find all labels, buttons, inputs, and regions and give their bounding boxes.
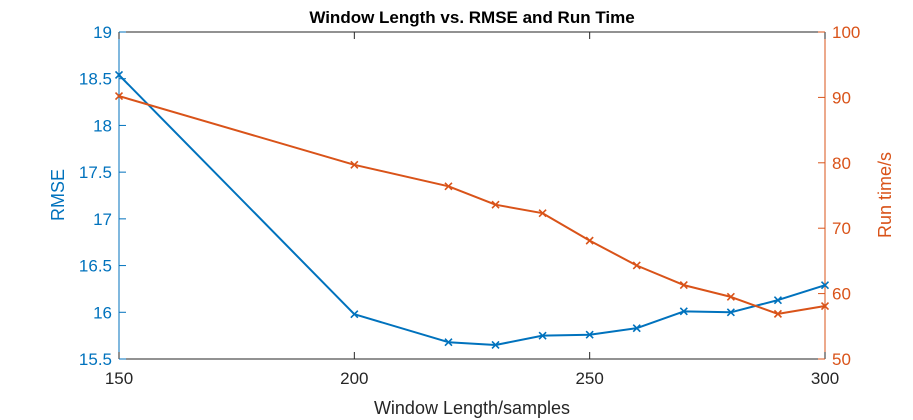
x-tick-label: 150 (105, 369, 133, 388)
y-right-tick-label: 100 (832, 23, 860, 42)
series-2-point (679, 281, 688, 290)
series-1-point (679, 307, 688, 316)
y-right-tick-label: 80 (832, 154, 851, 173)
plot-area: 150 200 250 300 15.5 16 16.5 17 17.5 18 18.5 19 50 60… (79, 23, 860, 388)
y-right-tick-label: 60 (832, 285, 851, 304)
series-2-point (350, 160, 359, 169)
x-tick-label: 250 (575, 369, 603, 388)
y-left-tick-label: 16.5 (79, 257, 112, 276)
y-left-tick-label: 17 (93, 210, 112, 229)
y-left-tick-label: 18 (93, 116, 112, 135)
y-left-tick-label: 17.5 (79, 163, 112, 182)
series-2-point (632, 261, 641, 270)
series-2-point (114, 92, 124, 101)
series-2-point (538, 209, 547, 218)
y-right-tick-label: 90 (832, 88, 851, 107)
y-left-tick-label: 19 (93, 23, 112, 42)
series-1-point (726, 308, 735, 317)
y-right-tick-label: 50 (832, 350, 851, 369)
y-left-tick-label: 18.5 (79, 70, 112, 89)
y-left-tick-label: 16 (93, 303, 112, 322)
x-tick-label: 300 (811, 369, 839, 388)
series-1-point (444, 338, 453, 347)
series-1-point (773, 296, 782, 305)
series-1-point (632, 324, 641, 333)
y-axis-right-label: Run time/s (875, 152, 895, 238)
series-1-point (350, 310, 359, 319)
series-2-point (773, 309, 782, 318)
series-2-point (491, 200, 500, 209)
series-1-point (538, 331, 547, 340)
series-2-point (444, 182, 453, 191)
chart-title: Window Length vs. RMSE and Run Time (309, 8, 634, 27)
series-1-point (585, 330, 594, 339)
x-axis-label: Window Length/samples (374, 398, 570, 418)
y-axis-left-label: RMSE (48, 169, 68, 221)
y-right-tick-label: 70 (832, 219, 851, 238)
series-2-point (585, 236, 594, 245)
series-1-point (491, 340, 500, 350)
series-1-point (114, 70, 124, 80)
series-2-point (820, 301, 830, 311)
series-1-point (820, 281, 830, 290)
series-2-point (726, 292, 735, 301)
y-left-tick-label: 15.5 (79, 350, 112, 369)
x-tick-label: 200 (340, 369, 368, 388)
